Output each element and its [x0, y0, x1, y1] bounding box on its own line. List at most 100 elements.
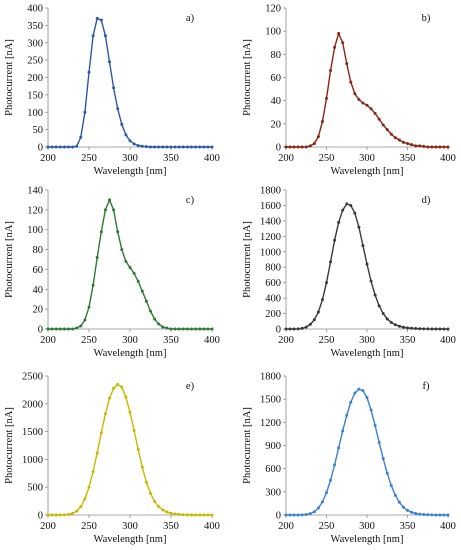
- y-axis-title: Photocurrent [nA]: [242, 39, 253, 116]
- data-point: [144, 145, 148, 149]
- data-point: [288, 327, 292, 331]
- data-point: [128, 410, 132, 414]
- data-point: [446, 145, 450, 149]
- data-point: [54, 327, 58, 331]
- data-point: [75, 509, 79, 513]
- data-point: [397, 500, 401, 504]
- y-tick-label: 150: [27, 90, 43, 101]
- data-point: [198, 145, 202, 149]
- data-point: [161, 325, 165, 329]
- data-point: [320, 500, 324, 504]
- data-point: [50, 327, 54, 331]
- series-line: [286, 388, 448, 516]
- y-tick-label: 20: [271, 119, 282, 130]
- data-point: [345, 62, 349, 66]
- y-tick-label: 60: [271, 73, 282, 84]
- data-point: [385, 128, 389, 132]
- data-point: [377, 304, 381, 308]
- panel-label: c): [186, 195, 195, 206]
- data-point: [308, 512, 312, 516]
- y-axis-title: Photocurrent [nA]: [4, 407, 15, 484]
- data-point: [434, 513, 438, 517]
- data-point: [50, 145, 54, 149]
- data-point: [430, 145, 434, 149]
- data-point: [434, 327, 438, 331]
- data-point: [442, 327, 446, 331]
- panel-label: e): [186, 381, 195, 392]
- data-point: [136, 447, 140, 451]
- x-tick-label: 350: [400, 335, 416, 346]
- series-line: [286, 32, 448, 148]
- data-point: [361, 389, 365, 393]
- x-axis-title: Wavelength [nm]: [94, 166, 167, 177]
- x-tick-label: 400: [440, 521, 456, 532]
- x-tick-label: 400: [440, 153, 456, 164]
- x-tick-label: 300: [359, 335, 375, 346]
- data-point: [58, 513, 62, 517]
- x-tick-label: 400: [204, 153, 220, 164]
- data-point: [418, 144, 422, 148]
- data-point: [406, 326, 409, 330]
- data-point: [198, 513, 202, 517]
- data-point: [79, 324, 83, 328]
- x-tick-label: 250: [319, 521, 335, 532]
- data-point: [333, 45, 337, 49]
- panel-label: a): [186, 13, 195, 24]
- x-tick-label: 350: [163, 521, 179, 532]
- y-tick-label: 400: [265, 294, 281, 305]
- y-tick-label: 120: [27, 205, 43, 216]
- x-tick-label: 300: [359, 521, 375, 532]
- data-point: [91, 283, 95, 287]
- y-tick-label: 900: [265, 441, 281, 452]
- data-point: [304, 145, 308, 149]
- data-point: [333, 238, 337, 242]
- panel-label: d): [422, 195, 431, 206]
- data-point: [185, 327, 189, 331]
- data-point: [312, 510, 316, 514]
- data-point: [365, 396, 369, 400]
- data-point: [329, 260, 333, 264]
- y-tick-label: 2500: [22, 372, 43, 383]
- data-point: [406, 508, 409, 512]
- data-point: [116, 382, 120, 386]
- data-point: [292, 327, 296, 331]
- data-point: [108, 396, 111, 400]
- data-point: [316, 506, 320, 510]
- data-point: [140, 289, 144, 293]
- data-point: [149, 491, 152, 495]
- data-point: [75, 326, 79, 330]
- x-tick-label: 250: [81, 521, 97, 532]
- data-point: [325, 491, 328, 495]
- data-point: [406, 142, 409, 146]
- data-point: [292, 513, 296, 517]
- data-point: [116, 230, 120, 234]
- data-point: [185, 145, 189, 149]
- data-point: [438, 327, 442, 331]
- data-point: [422, 513, 426, 517]
- data-point: [99, 431, 103, 435]
- data-point: [71, 327, 75, 331]
- series-line: [48, 17, 212, 148]
- data-point: [181, 327, 185, 331]
- data-point: [103, 412, 107, 416]
- data-point: [132, 428, 136, 432]
- y-tick-label: 350: [27, 21, 43, 32]
- y-tick-label: 1200: [260, 232, 281, 243]
- data-point: [308, 322, 312, 326]
- data-point: [300, 145, 304, 149]
- y-tick-label: 40: [33, 285, 44, 296]
- data-point: [173, 512, 177, 516]
- data-point: [210, 327, 214, 331]
- data-point: [389, 320, 393, 324]
- data-point: [325, 96, 328, 100]
- data-point: [381, 457, 385, 461]
- data-point: [54, 145, 58, 149]
- data-point: [300, 513, 304, 517]
- data-point: [414, 144, 418, 148]
- data-point: [112, 386, 116, 390]
- data-point: [410, 510, 414, 514]
- data-point: [361, 101, 365, 105]
- y-tick-label: 0: [38, 143, 43, 154]
- x-tick-label: 250: [319, 335, 335, 346]
- data-point: [401, 505, 405, 509]
